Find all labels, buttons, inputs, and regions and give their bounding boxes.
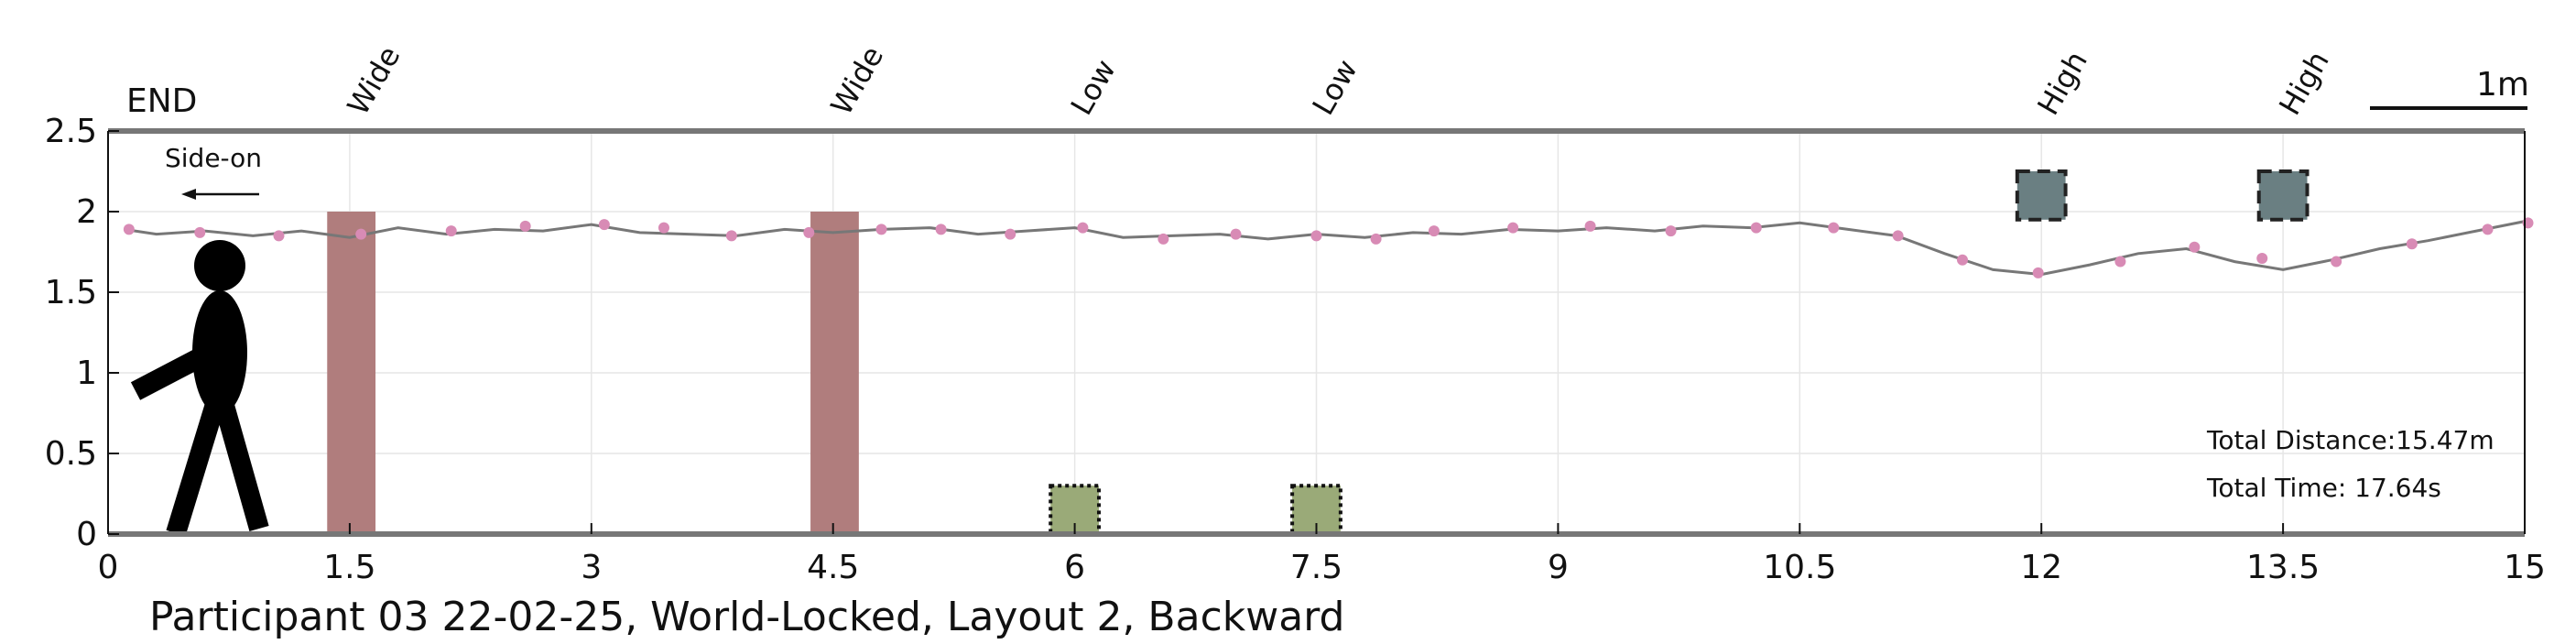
obstacle-wide bbox=[327, 212, 376, 534]
step-marker bbox=[1077, 222, 1089, 234]
x-tick-label: 4.5 bbox=[807, 549, 859, 586]
x-tick-label: 6 bbox=[1064, 549, 1085, 586]
walking-path bbox=[124, 220, 2526, 277]
obstacle-label: High bbox=[2272, 45, 2336, 121]
step-marker bbox=[1230, 228, 1242, 240]
step-marker bbox=[1892, 230, 1904, 242]
step-marker bbox=[1507, 222, 1519, 234]
y-tick-label: 0.5 bbox=[45, 435, 97, 473]
step-marker bbox=[725, 230, 737, 242]
obstacle-label: Low bbox=[1064, 53, 1123, 121]
step-marker bbox=[355, 228, 367, 240]
step-marker bbox=[1665, 225, 1677, 237]
total-distance: Total Distance:15.47m bbox=[2206, 425, 2494, 455]
step-marker bbox=[2482, 224, 2494, 235]
step-marker bbox=[194, 226, 206, 238]
x-tick-label: 15 bbox=[2504, 549, 2546, 586]
step-marker bbox=[1158, 233, 1169, 245]
direction-arrow-icon bbox=[181, 189, 259, 200]
x-tick-label: 9 bbox=[1548, 549, 1569, 586]
step-marker bbox=[519, 220, 531, 232]
chart-caption: Participant 03 22-02-25, World-Locked, L… bbox=[149, 594, 1344, 640]
obstacle-label: High bbox=[2030, 45, 2094, 121]
grid-lines bbox=[107, 130, 2526, 535]
x-tick-label: 1.5 bbox=[323, 549, 375, 586]
end-label: END bbox=[126, 82, 197, 120]
y-tick-label: 0 bbox=[76, 516, 97, 553]
y-tick-label: 2 bbox=[76, 193, 97, 231]
step-marker bbox=[2032, 267, 2044, 278]
obstacles bbox=[327, 169, 2310, 537]
scale-bar-label: 1m bbox=[2476, 66, 2529, 104]
x-tick-label: 12 bbox=[2020, 549, 2062, 586]
path-line bbox=[124, 220, 2526, 277]
obstacle-label: Wide bbox=[341, 40, 408, 121]
step-marker bbox=[803, 226, 815, 238]
tick-labels: 0 1.5 3 4.5 6 7.5 9 10.5 12 13.5 15 0 0.5 1 1.5 2 2.5 bbox=[45, 113, 2546, 586]
x-tick-label: 3 bbox=[581, 549, 602, 586]
step-markers bbox=[123, 217, 2534, 278]
step-marker bbox=[1370, 233, 1382, 245]
direction-label: Side-on bbox=[165, 143, 262, 173]
step-marker bbox=[273, 230, 285, 242]
y-tick-label: 1 bbox=[76, 355, 97, 392]
walking-person-icon bbox=[130, 240, 269, 537]
step-marker bbox=[123, 224, 135, 235]
step-marker bbox=[658, 222, 669, 234]
x-tick-label: 13.5 bbox=[2246, 549, 2320, 586]
step-marker bbox=[935, 224, 947, 235]
step-marker bbox=[1310, 230, 1322, 242]
obstacle-label: Wide bbox=[823, 40, 890, 121]
step-marker bbox=[1956, 254, 1968, 266]
x-tick-label: 0 bbox=[98, 549, 119, 586]
step-marker bbox=[1428, 225, 1440, 237]
step-marker bbox=[1828, 222, 1840, 234]
step-marker bbox=[2406, 238, 2418, 250]
obstacle-wide bbox=[810, 212, 859, 534]
step-marker bbox=[2256, 253, 2268, 265]
step-marker bbox=[2331, 256, 2342, 267]
x-tick-label: 7.5 bbox=[1290, 549, 1342, 586]
obstacle-high bbox=[2015, 169, 2068, 222]
step-marker bbox=[875, 224, 887, 235]
y-tick-label: 1.5 bbox=[45, 274, 97, 311]
y-tick-label: 2.5 bbox=[45, 113, 97, 150]
step-marker bbox=[598, 219, 610, 231]
obstacle-label: Low bbox=[1306, 53, 1364, 121]
total-time: Total Time: 17.64s bbox=[2206, 473, 2441, 503]
step-marker bbox=[445, 225, 457, 237]
step-marker bbox=[1005, 228, 1016, 240]
step-marker bbox=[1750, 222, 1762, 234]
x-tick-label: 10.5 bbox=[1763, 549, 1836, 586]
obstacle-labels: Wide Wide Low Low High High bbox=[341, 40, 2336, 121]
step-marker bbox=[2114, 256, 2126, 267]
obstacle-high bbox=[2256, 169, 2310, 222]
step-marker bbox=[1584, 220, 1596, 232]
step-marker bbox=[2189, 241, 2201, 253]
